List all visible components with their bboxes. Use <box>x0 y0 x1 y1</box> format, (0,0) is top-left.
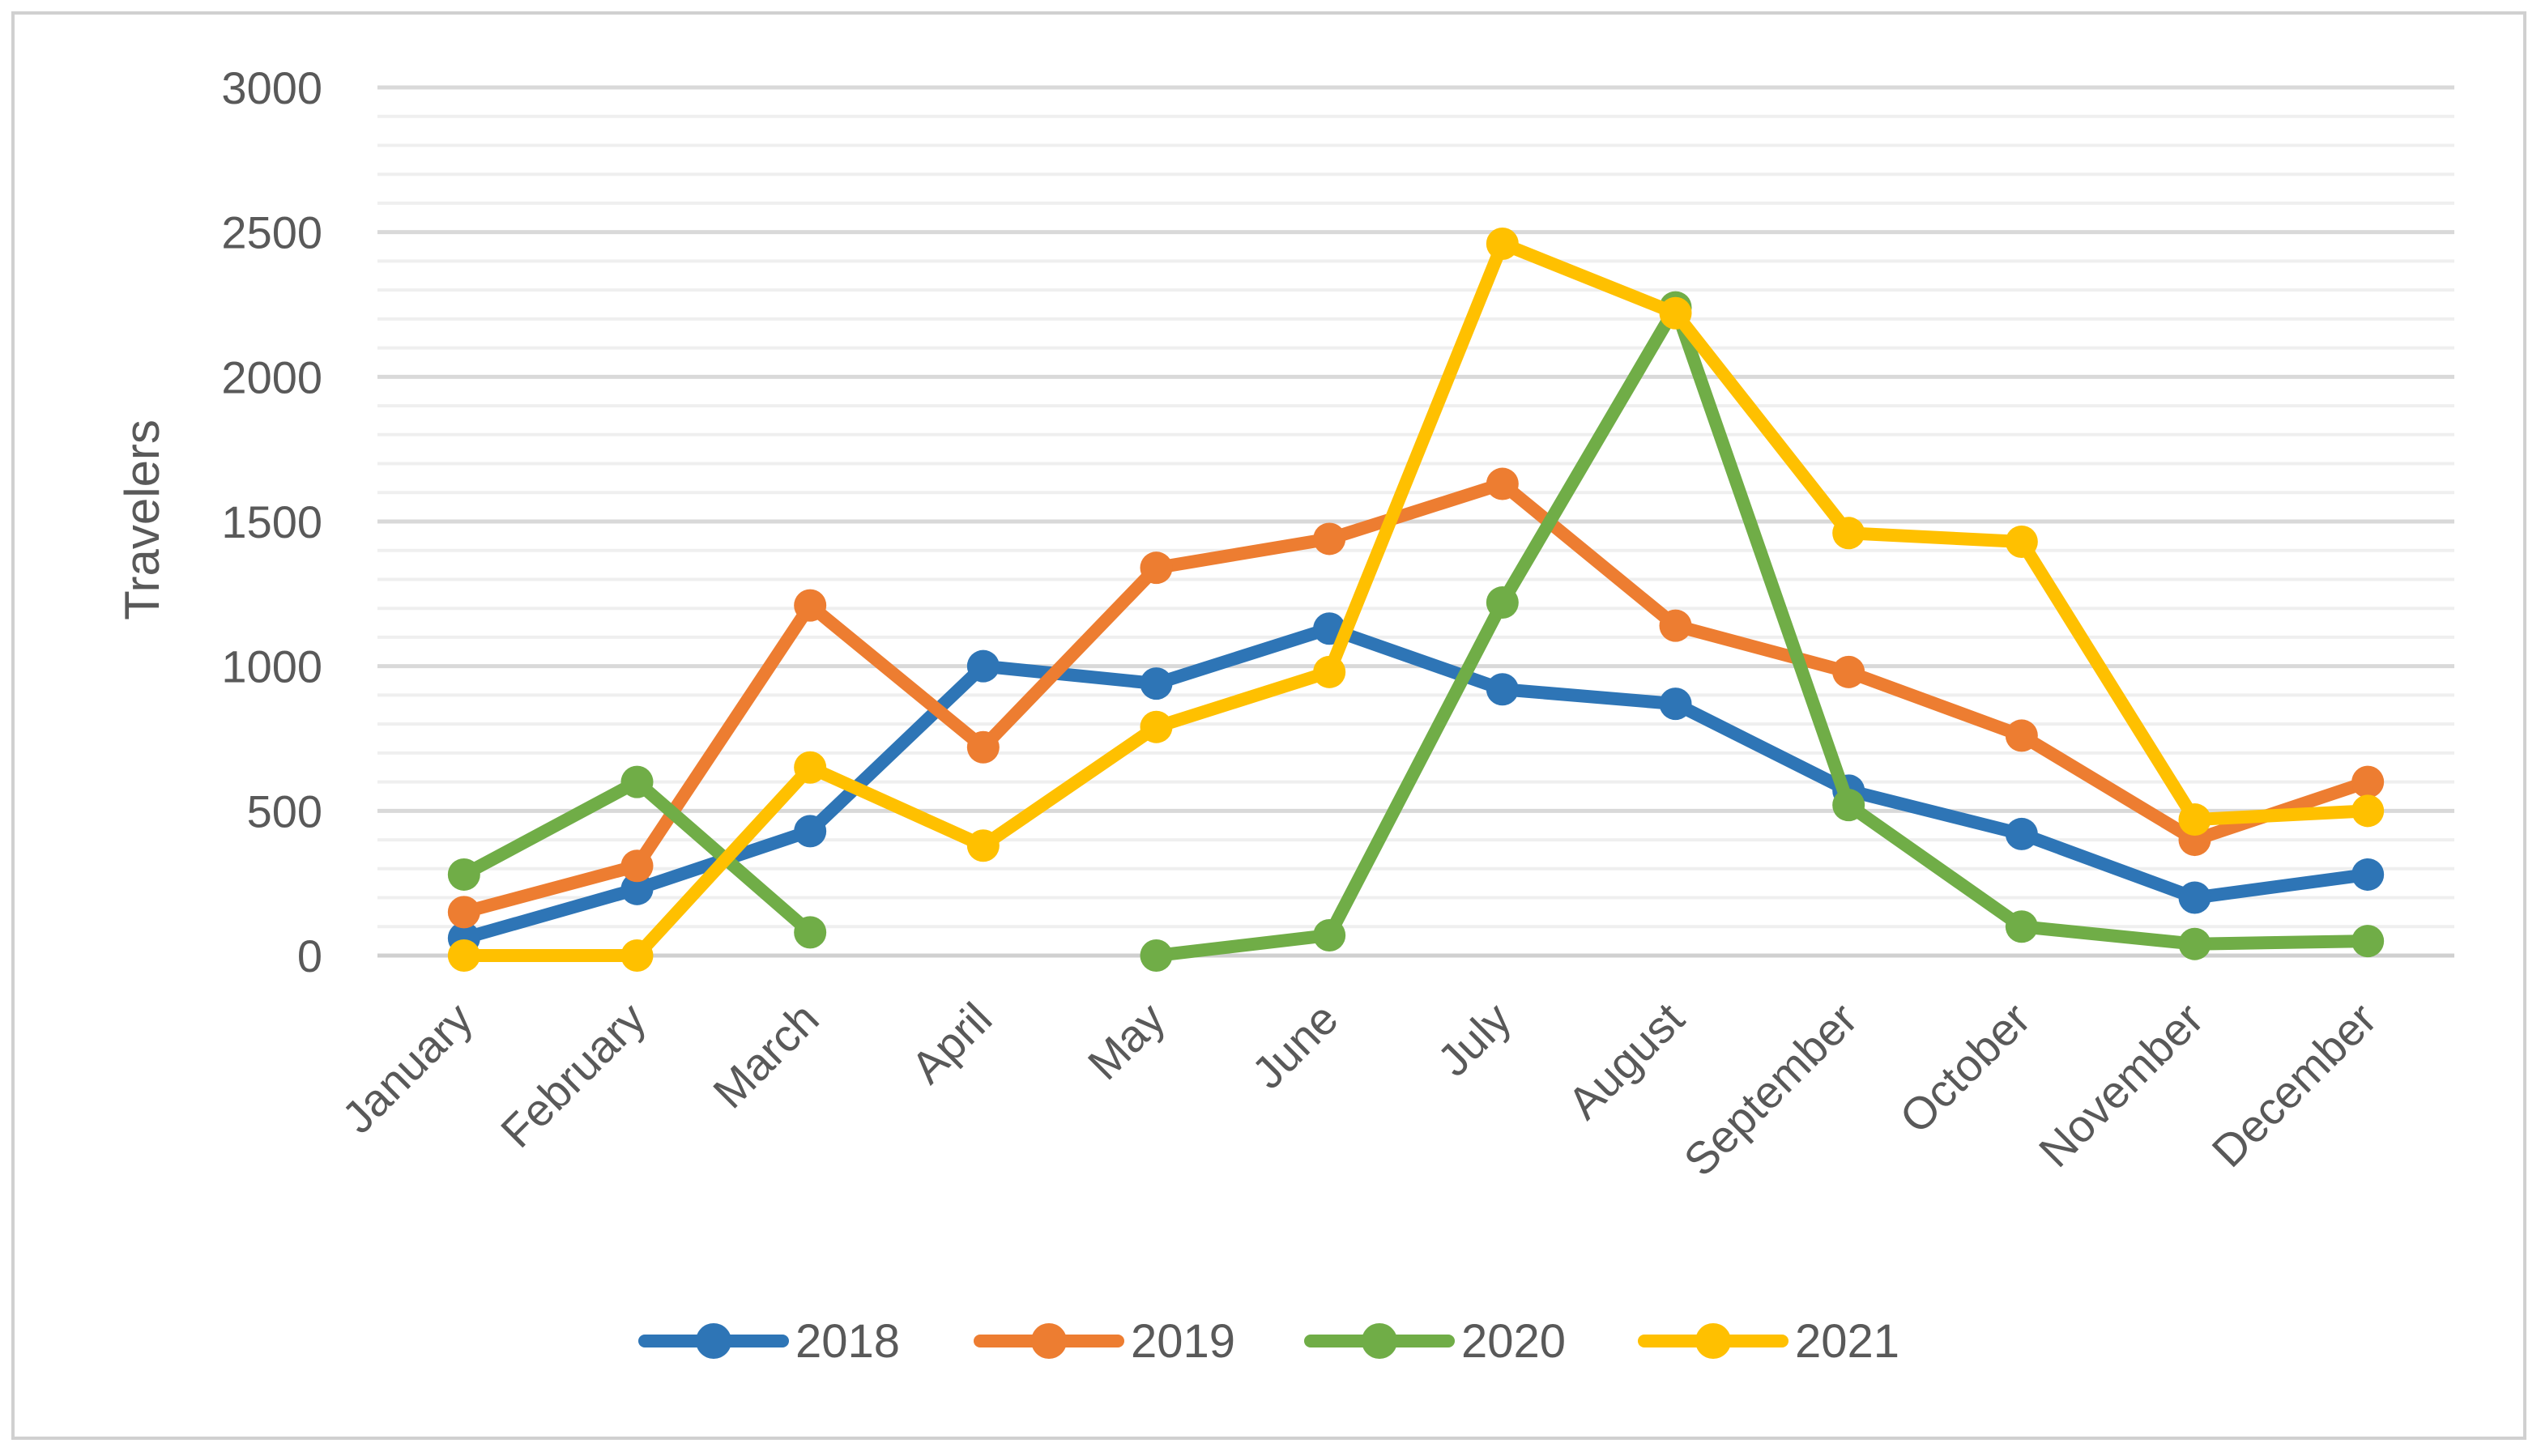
data-point-2021[interactable] <box>1313 655 1346 688</box>
data-point-2020[interactable] <box>447 858 480 891</box>
data-point-2020[interactable] <box>2178 927 2211 960</box>
data-point-2021[interactable] <box>447 939 480 972</box>
y-tick-label: 2500 <box>221 207 322 258</box>
data-point-2019[interactable] <box>2351 765 2385 798</box>
legend-label: 2018 <box>795 1315 900 1368</box>
data-point-2018[interactable] <box>2178 881 2211 914</box>
data-point-2019[interactable] <box>447 896 480 929</box>
data-point-2019[interactable] <box>1486 467 1519 500</box>
data-point-2021[interactable] <box>1832 517 1865 550</box>
x-tick-label: September <box>1673 993 1866 1186</box>
data-point-2018[interactable] <box>2005 817 2038 850</box>
series-2021 <box>447 227 2385 972</box>
legend-swatch-marker <box>696 1323 731 1359</box>
y-tick-label: 500 <box>247 785 322 837</box>
data-point-2019[interactable] <box>794 589 827 622</box>
data-point-2020[interactable] <box>2351 925 2385 958</box>
legend[interactable]: 2018 2019 2020 2021 <box>638 1315 1899 1368</box>
data-point-2019[interactable] <box>2005 719 2038 752</box>
x-tick-label: June <box>1242 993 1347 1098</box>
x-tick-label: January <box>332 993 482 1143</box>
data-point-2021[interactable] <box>966 829 1000 862</box>
data-point-2021[interactable] <box>2005 526 2038 559</box>
data-point-2020[interactable] <box>1486 586 1519 619</box>
legend-swatch-marker <box>1031 1323 1067 1359</box>
data-point-2020[interactable] <box>1832 789 1865 822</box>
data-point-2018[interactable] <box>620 872 654 905</box>
data-point-2019[interactable] <box>1832 655 1865 688</box>
data-point-2020[interactable] <box>794 916 827 949</box>
x-tick-label: July <box>1427 993 1520 1086</box>
legend-swatch-marker <box>1362 1323 1397 1359</box>
x-axis-tick-labels: January February March April May June July Augu… <box>332 993 2386 1186</box>
x-tick-label: August <box>1558 993 1694 1129</box>
x-tick-label: May <box>1078 993 1175 1089</box>
legend-item-2019[interactable]: 2019 <box>974 1315 1235 1368</box>
series-line-2020 <box>1149 300 2375 962</box>
data-point-2021[interactable] <box>2351 794 2385 828</box>
data-point-2021[interactable] <box>1486 227 1519 260</box>
data-point-2021[interactable] <box>2178 803 2211 837</box>
data-point-2018[interactable] <box>1486 673 1519 706</box>
data-point-2018[interactable] <box>966 649 1000 683</box>
data-point-2019[interactable] <box>1313 522 1346 556</box>
data-point-2019[interactable] <box>966 730 1000 764</box>
legend-item-2021[interactable]: 2021 <box>1638 1315 1899 1368</box>
data-point-2018[interactable] <box>1659 688 1692 721</box>
x-tick-label: March <box>703 993 829 1118</box>
x-tick-label: November <box>2029 993 2213 1177</box>
data-point-2018[interactable] <box>794 815 827 848</box>
x-tick-label: February <box>491 993 655 1157</box>
data-point-2019[interactable] <box>1140 551 1173 585</box>
data-point-2020[interactable] <box>2005 910 2038 943</box>
series-line-2019 <box>457 477 2375 919</box>
data-point-2021[interactable] <box>1140 710 1173 743</box>
y-tick-label: 1500 <box>221 496 322 547</box>
legend-item-2018[interactable]: 2018 <box>638 1315 900 1368</box>
legend-swatch-marker <box>1695 1323 1731 1359</box>
x-tick-label: April <box>902 993 1002 1093</box>
data-point-2018[interactable] <box>2351 858 2385 891</box>
y-axis-title: Travelers <box>115 419 169 620</box>
data-point-2020[interactable] <box>1313 918 1346 952</box>
y-tick-label: 3000 <box>221 62 322 113</box>
y-tick-label: 2000 <box>221 351 322 402</box>
legend-label: 2021 <box>1795 1315 1899 1368</box>
data-point-2018[interactable] <box>1140 667 1173 700</box>
x-tick-label: December <box>2202 993 2385 1177</box>
legend-item-2020[interactable]: 2020 <box>1304 1315 1566 1368</box>
legend-label: 2019 <box>1131 1315 1235 1368</box>
data-point-2021[interactable] <box>1659 296 1692 330</box>
data-point-2020[interactable] <box>620 765 654 798</box>
gridlines <box>377 85 2454 958</box>
data-point-2019[interactable] <box>1659 609 1692 642</box>
data-point-2020[interactable] <box>1140 939 1173 972</box>
legend-label: 2020 <box>1461 1315 1566 1368</box>
y-tick-label: 1000 <box>221 641 322 692</box>
series-lines <box>447 227 2385 972</box>
data-point-2019[interactable] <box>620 849 654 883</box>
series-2020 <box>447 291 2385 972</box>
x-tick-label: October <box>1890 993 2040 1143</box>
data-point-2021[interactable] <box>620 939 654 972</box>
series-line-2018 <box>457 622 2375 945</box>
y-axis-tick-labels: 0 500 1000 1500 2000 2500 3000 <box>221 62 322 981</box>
series-line-2021 <box>457 236 2375 962</box>
data-point-2021[interactable] <box>794 751 827 784</box>
y-tick-label: 0 <box>297 930 322 981</box>
